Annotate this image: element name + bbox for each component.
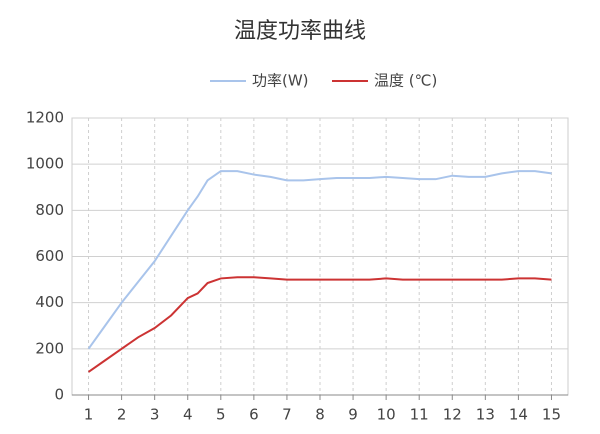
x-tick-label: 8 — [315, 406, 325, 424]
x-tick-label: 15 — [542, 406, 561, 424]
x-tick-label: 6 — [249, 406, 259, 424]
x-tick-label: 13 — [476, 406, 495, 424]
x-tick-label: 9 — [348, 406, 358, 424]
x-tick-label: 1 — [84, 406, 94, 424]
x-tick-label: 4 — [183, 406, 193, 424]
y-tick-label: 0 — [54, 386, 64, 404]
line-series — [87, 276, 552, 373]
x-tick-label: 14 — [509, 406, 528, 424]
x-tick-label: 10 — [377, 406, 396, 424]
y-tick-label: 800 — [35, 201, 64, 219]
x-tick-label: 7 — [282, 406, 292, 424]
x-tick-label: 5 — [216, 406, 226, 424]
legend-label: 功率(W) — [252, 72, 309, 90]
y-tick-label: 400 — [35, 293, 64, 311]
line-series — [87, 170, 552, 350]
y-tick-label: 600 — [35, 247, 64, 265]
x-tick-label: 12 — [443, 406, 462, 424]
x-tick-label: 11 — [410, 406, 429, 424]
x-tick-label: 2 — [117, 406, 127, 424]
legend-label: 温度 (℃) — [374, 72, 437, 90]
y-tick-label: 1200 — [26, 109, 64, 127]
y-tick-label: 200 — [35, 339, 64, 357]
x-tick-label: 3 — [150, 406, 160, 424]
y-tick-label: 1000 — [26, 155, 64, 173]
chart-title: 温度功率曲线 — [234, 19, 366, 44]
